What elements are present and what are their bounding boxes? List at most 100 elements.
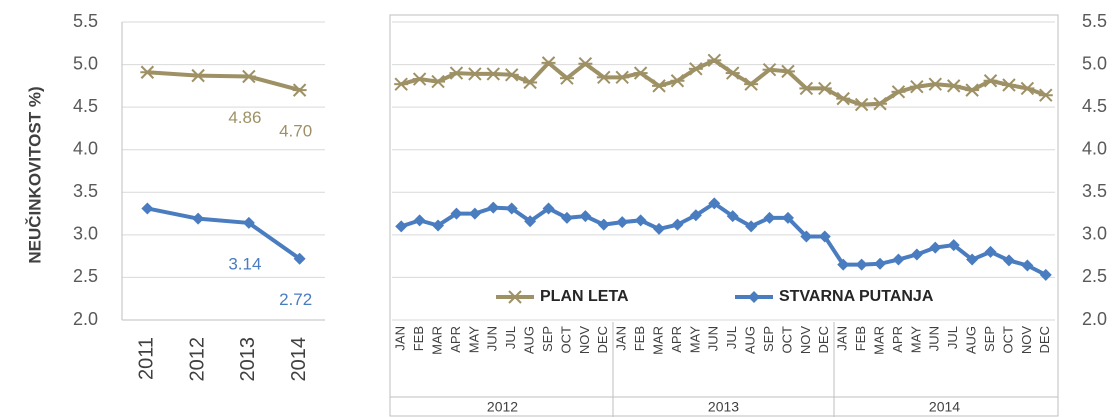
data-point [800,230,813,243]
data-point [579,210,592,223]
x-tick-label: JAN [393,326,408,351]
data-point [486,67,501,81]
data-point [745,220,758,233]
data-point [616,216,629,229]
data-point [874,257,887,270]
data-point [542,202,555,215]
data-point [781,211,794,224]
data-point [708,197,721,210]
data-point [670,74,685,88]
x-tick-label: OCT [558,326,573,354]
x-tick-label: FEB [632,326,647,351]
x-tick-label: JUL [503,326,518,349]
x-tick-label: JUN [485,326,500,351]
data-point [449,66,464,80]
legend-label: PLAN LETA [540,288,629,305]
data-point [412,72,427,86]
x-tick-label: NOV [798,326,813,355]
x-tick-label: SEP [540,326,555,352]
x-tick-label: JAN [614,326,629,351]
data-point [292,83,307,97]
group-label: 2014 [929,399,960,415]
data-point [141,202,154,215]
data-point [192,212,205,225]
data-point [818,230,831,243]
value-label: 4.86 [228,108,261,127]
x-tick-label: APR [448,326,463,353]
legend-marker [508,290,522,304]
x-tick-label: DEC [595,326,610,353]
x-tick-label: MAY [466,326,481,354]
data-point [293,252,306,265]
data-point [653,222,666,235]
data-point [140,65,155,79]
x-tick-label: NOV [1019,326,1034,355]
x-tick-label: MAR [650,326,665,355]
data-point [652,79,667,93]
data-point [837,258,850,271]
data-point [241,69,256,84]
x-tick-label: JUL [945,326,960,349]
data-point [929,241,942,254]
series-line [400,201,1047,277]
data-point [984,245,997,258]
data-point [487,201,500,214]
data-point [1001,78,1016,92]
x-tick-label: APR [890,326,905,353]
data-point [1002,254,1015,267]
data-point [947,239,960,252]
data-point [817,81,832,96]
data-point [242,216,255,229]
legend-marker [748,291,760,303]
data-point [873,97,888,111]
data-point [504,68,519,82]
data-point [892,253,905,266]
value-label: 3.14 [228,254,261,273]
data-point [725,66,740,80]
x-tick-label: FEB [411,326,426,351]
x-tick-label: 2011 [136,337,158,380]
y-tick-label: 3.5 [1082,181,1107,201]
x-tick-label: SEP [982,326,997,352]
x-tick-label: NOV [577,326,592,355]
data-point [560,211,573,224]
data-point [909,80,924,94]
x-tick-label: JUL [724,326,739,349]
y-axis-label: NEUČINKOVITOST %) [25,86,44,263]
data-point [946,79,961,93]
data-point [689,209,702,222]
x-tick-label: AUG [964,326,979,354]
data-point [615,70,630,85]
y-tick-label: 5.5 [1082,11,1107,31]
y-tick-label: 4.0 [73,138,98,158]
data-point [1039,268,1052,281]
x-tick-label: JUN [706,326,721,351]
value-label: 2.72 [279,290,312,309]
data-point [855,258,868,271]
data-point [780,64,795,79]
y-tick-label: 4.5 [73,96,98,116]
y-tick-label: 3.0 [73,224,98,244]
data-point [763,211,776,224]
data-point [597,218,610,231]
x-tick-label: FEB [853,326,868,351]
x-tick-label: OCT [779,326,794,354]
data-point [395,220,408,233]
data-point [523,75,538,90]
data-point [707,53,722,68]
data-point [505,202,518,215]
data-point [688,62,703,76]
x-tick-label: DEC [1037,326,1052,353]
x-tick-label: 2012 [186,337,208,382]
group-label: 2012 [487,399,518,415]
series-line [146,206,301,261]
data-point [910,248,923,261]
data-point [450,207,463,220]
data-point [468,207,481,220]
x-tick-label: AUG [743,326,758,354]
data-point [413,214,426,227]
data-point [726,210,739,223]
y-tick-label: 2.5 [73,266,98,286]
y-tick-label: 2.0 [73,309,98,329]
data-point [191,68,206,83]
